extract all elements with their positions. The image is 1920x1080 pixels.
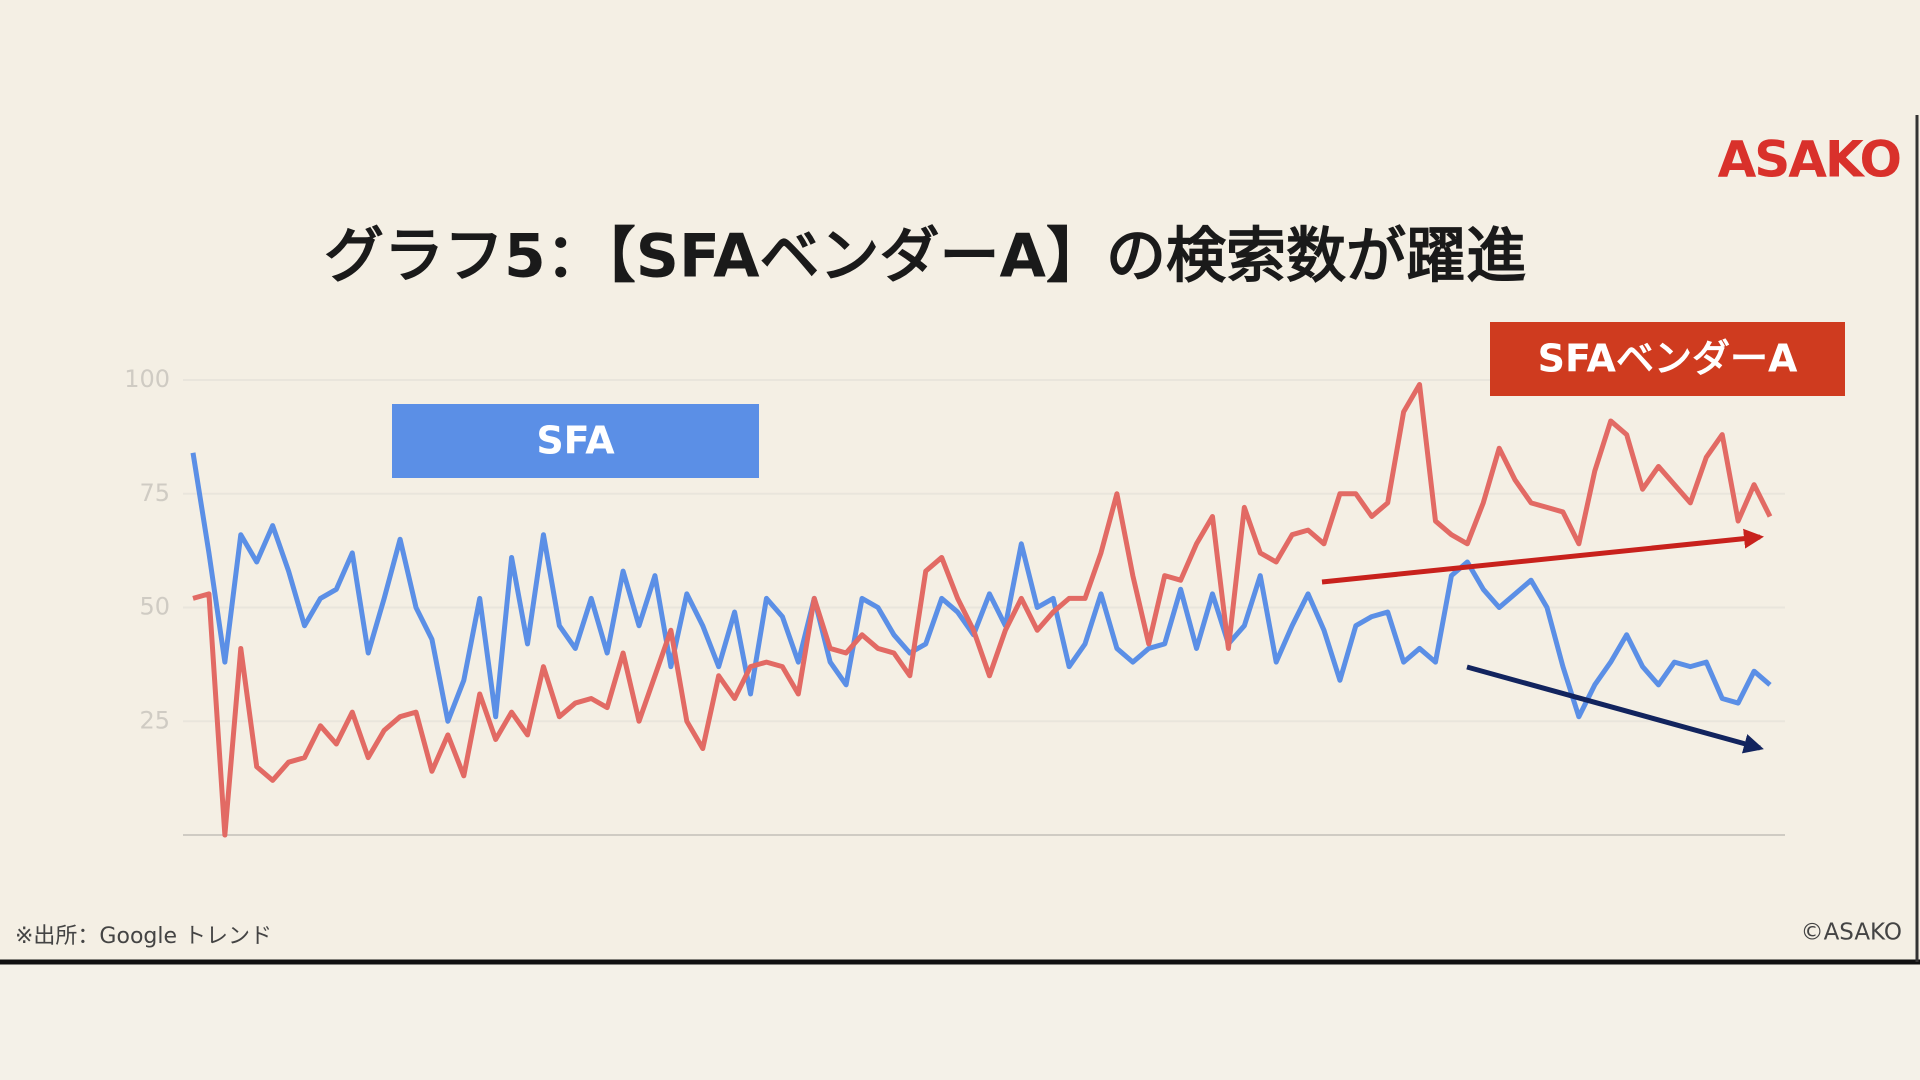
legend-box — [392, 404, 759, 478]
trend-arrow-down — [1466, 664, 1764, 754]
y-tick-label: 50 — [139, 593, 170, 621]
copyright: ©ASAKO — [1801, 920, 1902, 946]
y-tick-label: 100 — [124, 365, 170, 393]
slide-background — [0, 0, 1920, 960]
logo: ASAKO — [1718, 131, 1900, 189]
series-line — [190, 452, 1772, 724]
source: ※出所：Google トレンド — [15, 924, 272, 949]
legend-box — [1490, 322, 1845, 396]
series-line — [192, 382, 1773, 838]
y-tick-label: 75 — [139, 479, 170, 507]
plot: 25 50 75 100 — [124, 365, 1785, 838]
y-tick-label: 25 — [139, 706, 170, 734]
legend-label: SFA — [536, 419, 615, 463]
legend-label: SFAベンダーA — [1538, 337, 1798, 381]
chart-title: グラフ5：【SFAベンダーA】の検索数が躍進 — [324, 222, 1526, 292]
trend-arrow-up — [1321, 528, 1764, 585]
